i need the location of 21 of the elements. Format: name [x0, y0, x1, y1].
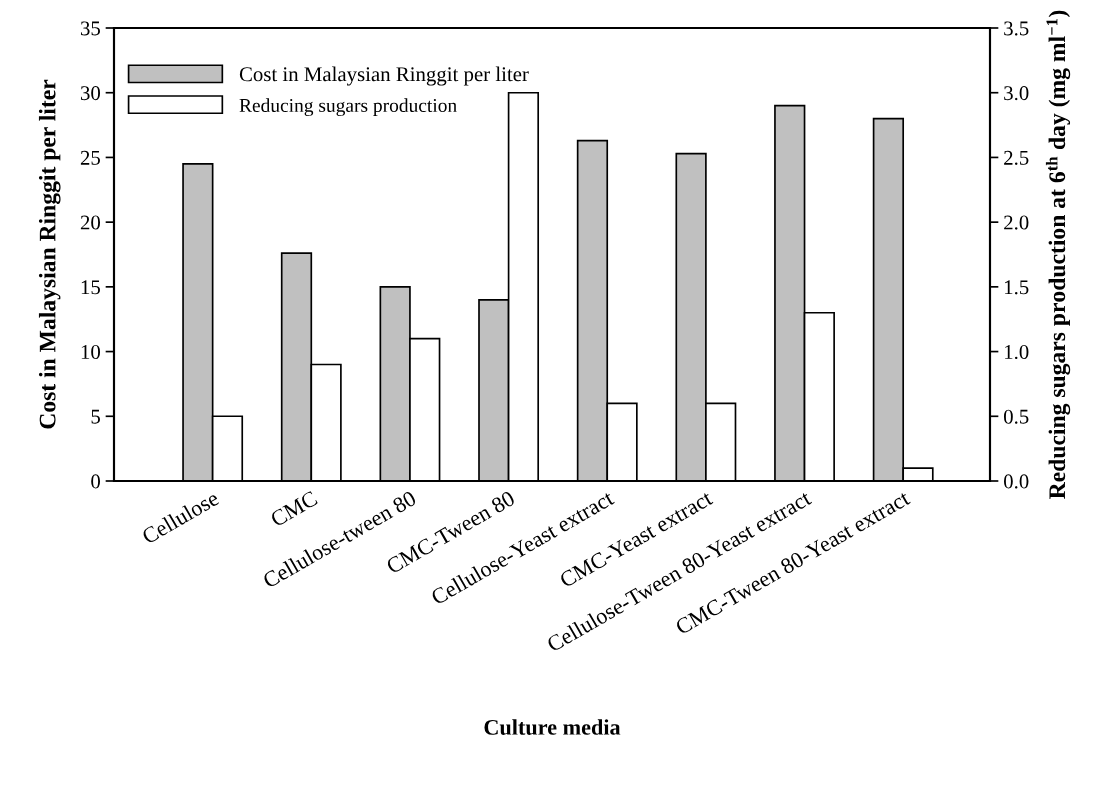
y-tick-label: 30	[80, 86, 101, 101]
legend-label: Cost in Malaysian Ringgit per liter	[239, 66, 529, 86]
x-axis-title: Culture media	[484, 719, 621, 735]
y-tick-label: 20	[80, 215, 101, 230]
y-tick-label: 0	[91, 474, 101, 489]
y2-tick-label: 3.5	[1004, 21, 1029, 36]
y-tick-label: 10	[81, 344, 101, 359]
y-axis-title: Cost in Malaysian Ringgit per liter	[38, 79, 61, 429]
y2-tick-label: 1.0	[1005, 344, 1029, 360]
y2-tick-label: 2.5	[1004, 150, 1029, 165]
y2-tick-label: 0.5	[1003, 409, 1029, 424]
legend-label: Reducing sugars production	[239, 98, 457, 117]
y2-axis-title: Reducing sugars production at 6$^{th}$ day (mg ml$^{−1}$)	[1045, 10, 1071, 499]
y-tick-label: 5	[91, 409, 100, 424]
y2-tick-label: 0.0	[1003, 474, 1029, 489]
y2-tick-label: 1.5	[1005, 280, 1029, 295]
y2-tick-label: 2.0	[1004, 215, 1029, 230]
y-tick-label: 15	[81, 280, 100, 295]
y2-tick-label: 3.0	[1004, 86, 1029, 101]
y-tick-label: 35	[80, 21, 100, 36]
y-tick-label: 25	[80, 150, 100, 165]
